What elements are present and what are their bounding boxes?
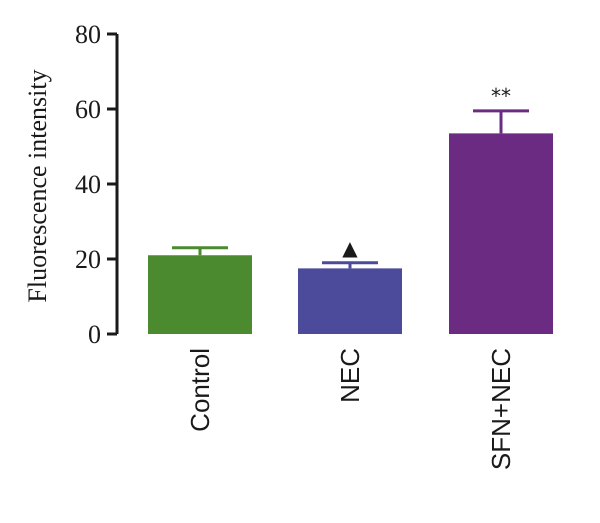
y-tick-label: 60 — [75, 95, 101, 124]
category-labels: Control NEC SFN+NEC — [185, 348, 516, 470]
y-tick-label: 40 — [75, 170, 101, 199]
bar-nec — [298, 268, 402, 334]
y-tick-label: 80 — [75, 20, 101, 49]
bar-sfn-nec — [449, 133, 553, 334]
y-tick-label: 0 — [88, 320, 101, 349]
category-label: SFN+NEC — [486, 348, 516, 470]
y-tick-label: 20 — [75, 245, 101, 274]
bar-control — [148, 255, 252, 334]
bars: ▲ ** — [148, 84, 553, 334]
category-label: NEC — [335, 348, 365, 403]
y-axis: 0 20 40 60 80 — [75, 20, 119, 349]
y-axis-label: Fluorescence intensity — [23, 69, 52, 302]
significance-marker: ▲ — [342, 236, 358, 260]
category-label: Control — [185, 348, 215, 432]
significance-marker: ** — [491, 84, 511, 108]
